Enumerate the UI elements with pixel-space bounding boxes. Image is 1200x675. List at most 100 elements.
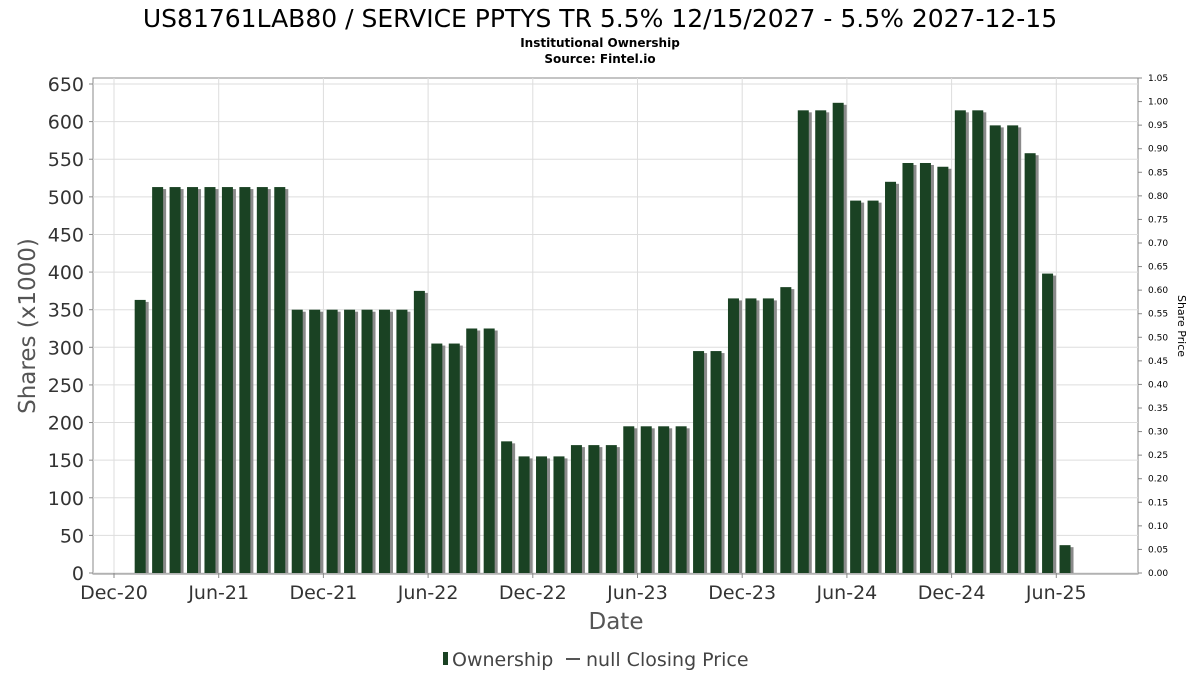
x-tick-label: Jun-23 bbox=[606, 582, 668, 604]
ownership-bar bbox=[274, 187, 286, 573]
y2-tick-label: 0.70 bbox=[1148, 239, 1168, 249]
ownership-bar bbox=[1042, 273, 1054, 573]
ownership-bar bbox=[850, 200, 862, 573]
legend-ownership-label: Ownership bbox=[452, 649, 553, 671]
y-tick-label: 150 bbox=[48, 450, 84, 472]
ownership-bar bbox=[361, 309, 373, 573]
x-tick-label: Dec-23 bbox=[708, 582, 776, 604]
ownership-bar bbox=[605, 445, 617, 573]
y2-tick-label: 0.85 bbox=[1148, 168, 1168, 178]
y2-tick-label: 0.25 bbox=[1148, 451, 1168, 461]
ownership-bar bbox=[256, 187, 268, 573]
y2-tick-label: 0.20 bbox=[1148, 475, 1168, 485]
ownership-bar bbox=[937, 166, 949, 573]
ownership-bar bbox=[745, 298, 757, 573]
ownership-bar bbox=[919, 162, 931, 573]
y2-tick-label: 0.05 bbox=[1148, 545, 1168, 555]
ownership-bar bbox=[204, 187, 216, 573]
ownership-bar bbox=[954, 110, 966, 573]
ownership-bar bbox=[675, 426, 687, 573]
ownership-bar bbox=[658, 426, 670, 573]
y2-tick-label: 0.80 bbox=[1148, 192, 1168, 202]
y2-tick-label: 1.00 bbox=[1148, 98, 1168, 108]
y2-tick-label: 1.05 bbox=[1148, 74, 1168, 84]
y2-tick-label: 0.45 bbox=[1148, 357, 1168, 367]
ownership-bar bbox=[1024, 153, 1036, 573]
y2-axis: 0.00 0.05 0.10 0.15 0.20 0.25 0.30 0.35 0.40 0.45… bbox=[1138, 74, 1168, 579]
x-axis: Dec-20 Jun-21 Dec-21 Jun-22 Dec-22 Jun-23 Dec-… bbox=[80, 573, 1087, 604]
y2-tick-label: 0.35 bbox=[1148, 404, 1168, 414]
y2-tick-label: 0.15 bbox=[1148, 498, 1168, 508]
y2-tick-label: 0.75 bbox=[1148, 215, 1168, 225]
ownership-bar bbox=[570, 445, 582, 573]
x-axis-title: Date bbox=[589, 609, 644, 635]
ownership-bar bbox=[867, 200, 879, 573]
legend-ownership-swatch bbox=[443, 652, 448, 665]
y2-tick-label: 0.00 bbox=[1148, 569, 1168, 579]
y-tick-label: 200 bbox=[48, 413, 84, 435]
y-tick-label: 450 bbox=[48, 224, 84, 246]
ownership-bar bbox=[1007, 125, 1019, 573]
y-tick-label: 0 bbox=[72, 563, 84, 585]
ownership-bar bbox=[693, 351, 705, 573]
y2-tick-label: 0.90 bbox=[1148, 145, 1168, 155]
ownership-bar bbox=[710, 351, 722, 573]
ownership-bar bbox=[483, 328, 495, 573]
y-tick-label: 650 bbox=[48, 74, 84, 96]
y2-tick-label: 0.50 bbox=[1148, 333, 1168, 343]
ownership-bar bbox=[780, 287, 792, 573]
chart-title: US81761LAB80 / SERVICE PPTYS TR 5.5% 12/… bbox=[143, 4, 1057, 33]
y2-tick-label: 0.40 bbox=[1148, 380, 1168, 390]
ownership-bar bbox=[431, 343, 443, 573]
ownership-bar bbox=[902, 162, 914, 573]
ownership-bar bbox=[623, 426, 635, 573]
ownership-bar bbox=[1059, 545, 1071, 573]
ownership-bar bbox=[640, 426, 652, 573]
y2-tick-label: 0.60 bbox=[1148, 286, 1168, 296]
ownership-bar bbox=[239, 187, 251, 573]
ownership-bar bbox=[989, 125, 1001, 573]
x-tick-label: Dec-24 bbox=[918, 582, 986, 604]
ownership-bar bbox=[221, 187, 233, 573]
ownership-bar bbox=[762, 298, 774, 573]
ownership-bar bbox=[413, 290, 425, 573]
ownership-bar bbox=[815, 110, 827, 573]
x-tick-label: Dec-22 bbox=[499, 582, 567, 604]
y-tick-label: 100 bbox=[48, 488, 84, 510]
ownership-bar bbox=[309, 309, 321, 573]
ownership-bar bbox=[448, 343, 460, 573]
ownership-bar bbox=[466, 328, 478, 573]
ownership-bar bbox=[536, 456, 548, 573]
ownership-bar bbox=[518, 456, 530, 573]
ownership-bar bbox=[134, 299, 146, 573]
y2-tick-label: 0.95 bbox=[1148, 121, 1168, 131]
ownership-bar bbox=[972, 110, 984, 573]
legend: Ownership null Closing Price bbox=[443, 649, 749, 671]
y-tick-label: 550 bbox=[48, 149, 84, 171]
x-tick-label: Jun-21 bbox=[187, 582, 249, 604]
ownership-bar bbox=[727, 298, 739, 573]
y2-tick-label: 0.30 bbox=[1148, 428, 1168, 438]
y-tick-label: 600 bbox=[48, 112, 84, 134]
ownership-bar bbox=[885, 181, 897, 574]
ownership-bar bbox=[344, 309, 356, 573]
ownership-bar bbox=[553, 456, 565, 573]
ownership-bar bbox=[588, 445, 600, 573]
ownership-bar bbox=[169, 187, 181, 573]
chart-subtitle: Institutional Ownership bbox=[520, 36, 680, 50]
ownership-bar bbox=[396, 309, 408, 573]
y2-axis-title: Share Price bbox=[1175, 295, 1188, 357]
ownership-bar bbox=[501, 441, 513, 573]
chart-source: Source: Fintel.io bbox=[544, 52, 655, 66]
y-axis-title: Shares (x1000) bbox=[15, 238, 41, 414]
y-axis: 0 50 100 150 200 250 300 350 400 450 500 550 600 650 bbox=[48, 74, 93, 585]
y-tick-label: 50 bbox=[60, 525, 84, 547]
x-tick-label: Dec-21 bbox=[289, 582, 357, 604]
x-tick-label: Jun-25 bbox=[1025, 582, 1087, 604]
ownership-bar bbox=[797, 110, 809, 573]
y-tick-label: 400 bbox=[48, 262, 84, 284]
ownership-bar bbox=[832, 102, 844, 574]
y2-tick-label: 0.65 bbox=[1148, 263, 1168, 273]
ownership-bar bbox=[152, 187, 164, 573]
